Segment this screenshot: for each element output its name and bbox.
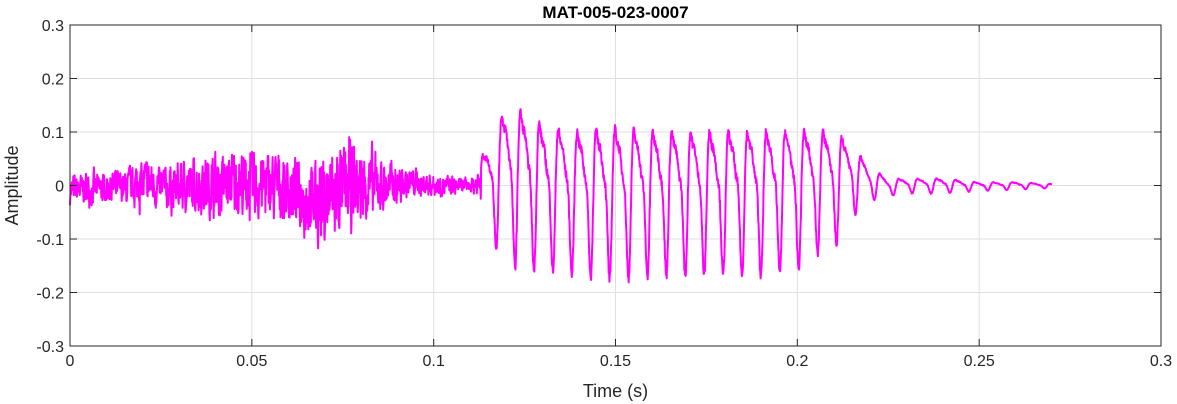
- x-tick-label: 0.25: [964, 353, 995, 370]
- x-tick-label: 0.1: [423, 353, 445, 370]
- x-tick-label: 0.3: [1150, 353, 1172, 370]
- x-tick-label: 0.15: [600, 353, 631, 370]
- y-tick-label: -0.3: [36, 339, 64, 356]
- amplitude-series-line: [69, 108, 1053, 284]
- x-tick-label: 0.05: [236, 353, 267, 370]
- x-axis-ticks: 0 0.05 0.1 0.15 0.2 0.25 0.3: [66, 25, 1172, 370]
- y-tick-label: 0.1: [42, 125, 64, 142]
- y-tick-label: 0.2: [42, 72, 64, 89]
- y-tick-label: 0: [55, 179, 64, 196]
- y-tick-label: -0.1: [36, 232, 64, 249]
- y-tick-label: 0.3: [42, 18, 64, 35]
- chart-title: MAT-005-023-0007: [542, 3, 688, 22]
- x-tick-label: 0.2: [786, 353, 808, 370]
- y-tick-label: -0.2: [36, 286, 64, 303]
- x-tick-label: 0: [66, 353, 75, 370]
- x-axis-label: Time (s): [583, 381, 648, 401]
- y-axis-ticks: -0.3 -0.2 -0.1 0 0.1 0.2 0.3: [36, 18, 1161, 356]
- y-axis-label: Amplitude: [2, 145, 22, 225]
